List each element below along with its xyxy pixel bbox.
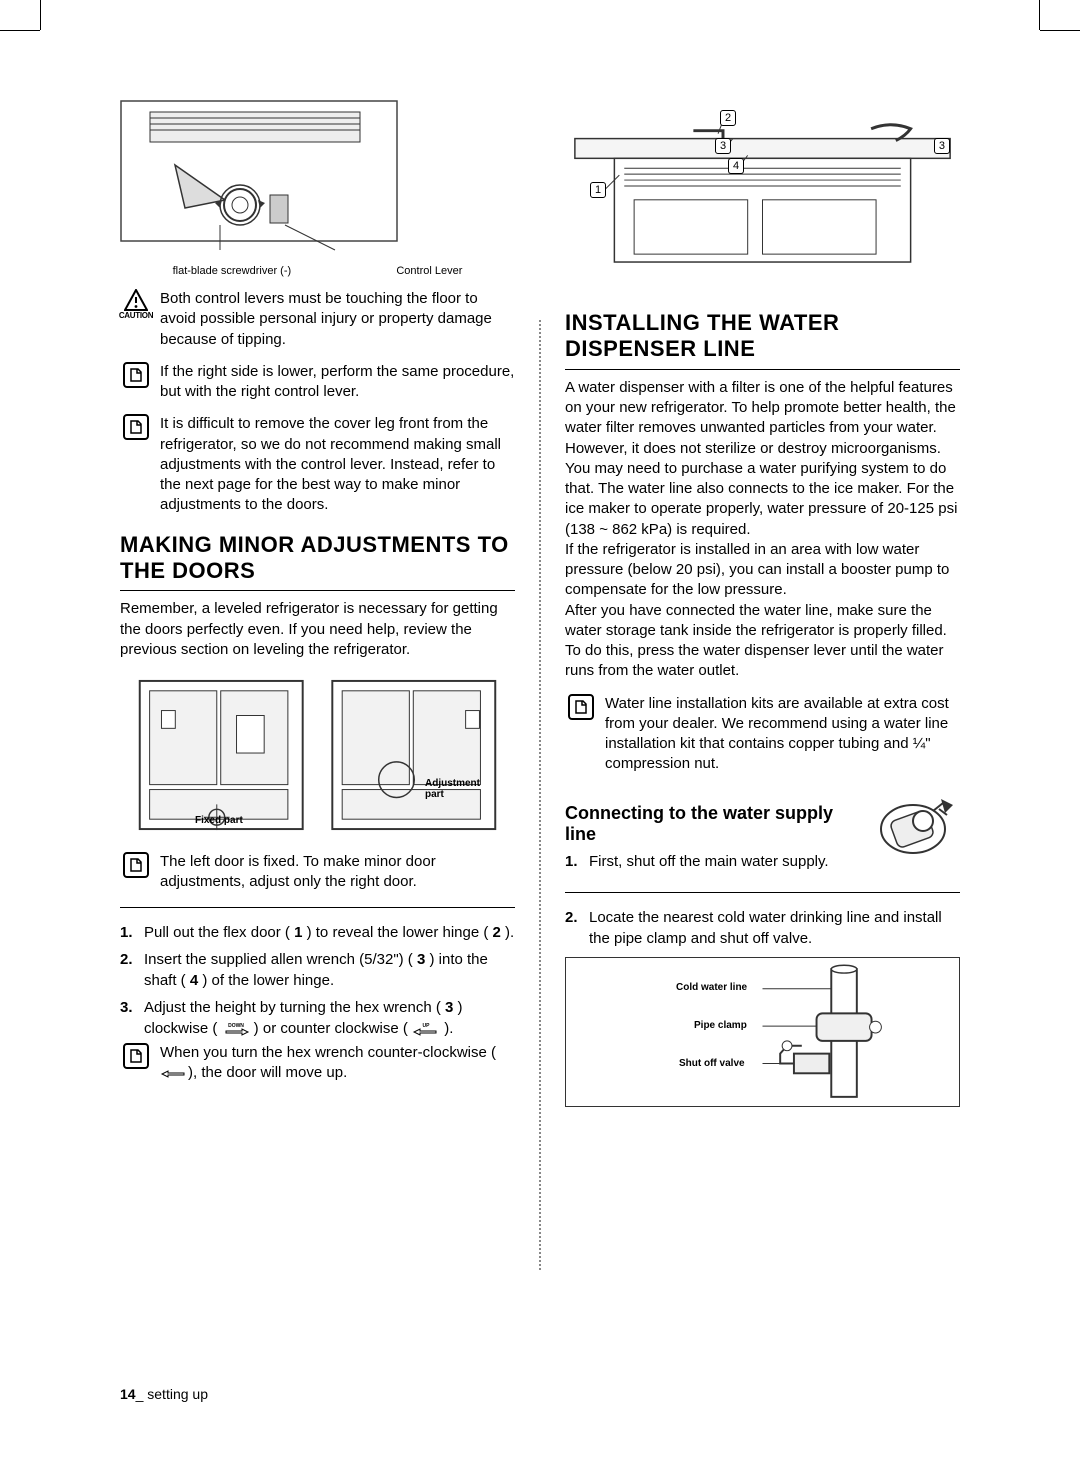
step-2: Insert the supplied allen wrench (5/32")… <box>120 949 515 991</box>
connect-step-1: First, shut off the main water supply. <box>565 851 855 872</box>
connect-step-2: Locate the nearest cold water drinking l… <box>565 907 960 949</box>
heading-water-line: INSTALLING THE WATER DISPENSER LINE <box>565 310 960 370</box>
caution-icon <box>124 289 148 311</box>
callout-4: 4 <box>728 158 744 174</box>
water-note-block: Water line installation kits are availab… <box>565 694 960 775</box>
supply-valve-icon <box>865 787 960 872</box>
water-body-1: A water dispenser with a filter is one o… <box>565 378 960 540</box>
fig2-label-fixed: Fixed part <box>195 815 243 826</box>
wrench-up-icon: UP <box>412 1022 440 1036</box>
footer-section: setting up <box>147 1386 208 1402</box>
callout-2: 2 <box>720 110 736 126</box>
fig2-label-adj: Adjustment part <box>425 778 485 800</box>
heading-minor-adjust: MAKING MINOR ADJUSTMENTS TO THE DOORS <box>120 532 515 592</box>
water-body-2: If the refrigerator is installed in an a… <box>565 540 960 601</box>
page-footer: 14_ setting up <box>120 1386 208 1402</box>
caution-block: CAUTION Both control levers must be touc… <box>120 289 515 350</box>
wrench-down-icon: DOWN <box>222 1022 250 1036</box>
note4-text: When you turn the hex wrench counter-clo… <box>160 1043 515 1084</box>
connect-steps-2: Locate the nearest cold water drinking l… <box>565 907 960 949</box>
caution-label: CAUTION <box>119 311 153 320</box>
step-3: Adjust the height by turning the hex wre… <box>120 997 515 1084</box>
callout-1: 1 <box>590 182 606 198</box>
wrench-ccw-icon <box>160 1066 188 1080</box>
callout-3b: 3 <box>934 138 950 154</box>
fig1-caption-right: Control Lever <box>396 265 462 277</box>
leveling-diagram-svg <box>120 100 400 260</box>
note-icon <box>123 414 149 440</box>
left-column: flat-blade screwdriver (-) Control Lever… <box>120 100 515 1270</box>
water-body-3: After you have connected the water line,… <box>565 601 960 682</box>
svg-text:UP: UP <box>423 1023 431 1029</box>
fig1-caption-left: flat-blade screwdriver (-) <box>173 265 292 277</box>
doors-figure: Fixed part Adjustment part <box>120 670 515 840</box>
note-icon <box>568 694 594 720</box>
right-column: 1 2 3 3 4 INSTALLING THE WATER DISPENSER… <box>565 100 960 1270</box>
divider-line <box>120 907 515 908</box>
pipe-diagram-svg <box>566 958 959 1108</box>
note1-text: If the right side is lower, perform the … <box>160 362 515 403</box>
step-1: Pull out the flex door ( 1 ) to reveal t… <box>120 922 515 943</box>
page-number: 14 <box>120 1386 136 1402</box>
subheading-connecting: Connecting to the water supply line <box>565 803 855 845</box>
pipe-label-2: Pipe clamp <box>694 1020 747 1031</box>
adjust-steps: Pull out the flex door ( 1 ) to reveal t… <box>120 922 515 1084</box>
doors-diagram-svg <box>120 670 515 840</box>
pipe-figure: Cold water line Pipe clamp Shut off valv… <box>565 957 960 1107</box>
page-content: flat-blade screwdriver (-) Control Lever… <box>120 100 960 1270</box>
hinge-diagram-svg <box>565 100 960 270</box>
pipe-label-1: Cold water line <box>676 982 747 993</box>
note2-block: It is difficult to remove the cover leg … <box>120 414 515 515</box>
water-note-text: Water line installation kits are availab… <box>605 694 960 775</box>
leveling-figure: flat-blade screwdriver (-) Control Lever <box>120 100 515 277</box>
hinge-figure: 1 2 3 3 4 <box>565 100 960 270</box>
body-minor-adjust: Remember, a leveled refrigerator is nece… <box>120 599 515 660</box>
callout-3a: 3 <box>715 138 731 154</box>
svg-text:DOWN: DOWN <box>228 1023 244 1029</box>
note3-text: The left door is fixed. To make minor do… <box>160 852 515 893</box>
note-icon <box>123 852 149 878</box>
note3-block: The left door is fixed. To make minor do… <box>120 852 515 893</box>
note1-block: If the right side is lower, perform the … <box>120 362 515 403</box>
column-divider <box>539 320 541 1270</box>
caution-text: Both control levers must be touching the… <box>160 289 515 350</box>
note2-text: It is difficult to remove the cover leg … <box>160 414 515 515</box>
note-icon <box>123 1043 149 1069</box>
divider-line-2 <box>565 892 960 893</box>
note-icon <box>123 362 149 388</box>
pipe-label-3: Shut off valve <box>679 1058 745 1069</box>
connect-steps-1: First, shut off the main water supply. <box>565 851 855 872</box>
